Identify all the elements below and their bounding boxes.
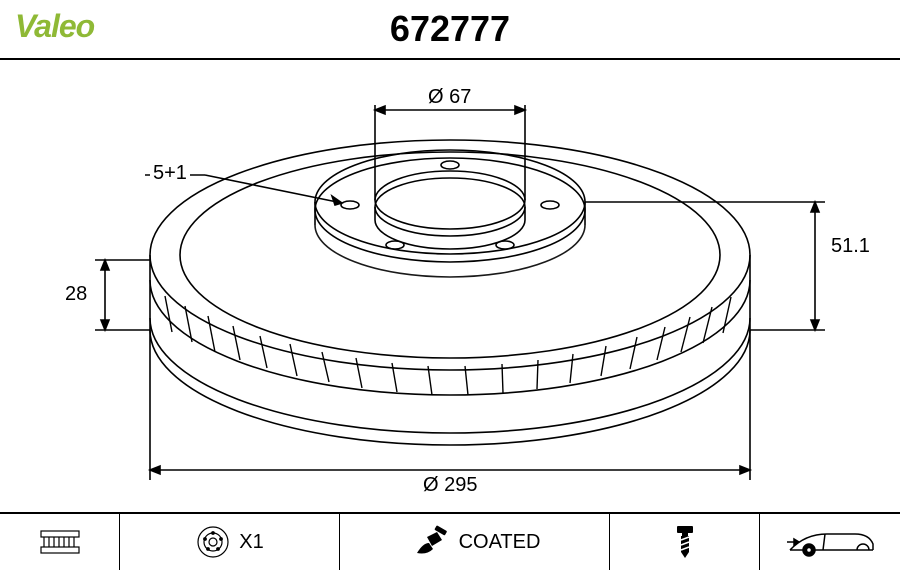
screw-icon: [667, 522, 703, 562]
header: Valeo 672777: [0, 0, 900, 60]
dim-height: 51.1: [828, 235, 873, 258]
vented-disc-icon: [35, 525, 85, 559]
technical-drawing: Ø 67 5+1 51.1 28 Ø 295: [0, 60, 900, 510]
valeo-logo: Valeo: [15, 8, 94, 45]
dim-thickness: 28: [62, 283, 90, 306]
dim-bore: Ø 67: [425, 86, 474, 109]
part-number: 672777: [390, 8, 510, 50]
footer-front-cell: [760, 514, 900, 570]
footer: X1 COATED: [0, 512, 900, 570]
dim-outer: Ø 295: [420, 474, 480, 497]
disc-face-icon: [195, 524, 231, 560]
paintbrush-icon: [409, 525, 451, 559]
footer-disc-icon-cell: [0, 514, 120, 570]
footer-qty: X1: [239, 531, 263, 554]
footer-coated-cell: COATED: [340, 514, 610, 570]
footer-coated: COATED: [459, 531, 541, 554]
footer-screw-cell: [610, 514, 760, 570]
car-front-icon: [785, 524, 875, 560]
dim-holes: 5+1: [150, 162, 190, 185]
footer-qty-cell: X1: [120, 514, 340, 570]
